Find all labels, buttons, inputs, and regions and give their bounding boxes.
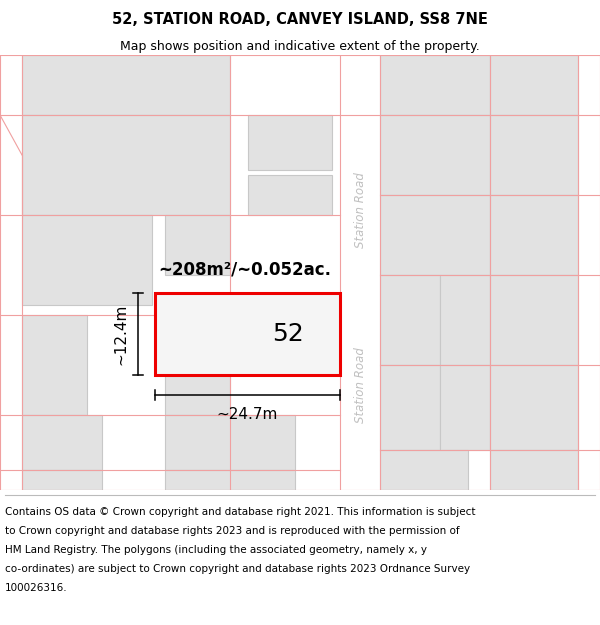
Text: Contains OS data © Crown copyright and database right 2021. This information is : Contains OS data © Crown copyright and d…: [5, 507, 476, 517]
Bar: [490, 275, 578, 365]
Bar: [490, 195, 578, 275]
Bar: [248, 115, 332, 170]
Bar: [380, 275, 440, 365]
Bar: [490, 115, 578, 195]
Bar: [155, 293, 340, 375]
Bar: [440, 365, 490, 450]
Bar: [380, 450, 468, 490]
Text: co-ordinates) are subject to Crown copyright and database rights 2023 Ordnance S: co-ordinates) are subject to Crown copyr…: [5, 564, 470, 574]
Text: to Crown copyright and database rights 2023 and is reproduced with the permissio: to Crown copyright and database rights 2…: [5, 526, 460, 536]
Bar: [380, 115, 490, 195]
Bar: [22, 115, 230, 215]
Bar: [380, 195, 490, 275]
Text: ~208m²/~0.052ac.: ~208m²/~0.052ac.: [158, 261, 331, 279]
Bar: [165, 415, 295, 470]
Bar: [380, 55, 490, 115]
Text: ~12.4m: ~12.4m: [113, 303, 128, 364]
Text: Station Road: Station Road: [353, 172, 367, 248]
Text: ~24.7m: ~24.7m: [217, 407, 278, 422]
Bar: [22, 55, 230, 115]
Bar: [22, 315, 87, 415]
Text: Station Road: Station Road: [353, 347, 367, 423]
Bar: [165, 215, 230, 275]
Bar: [380, 365, 440, 450]
Bar: [165, 375, 230, 415]
Bar: [248, 175, 332, 215]
Text: 100026316.: 100026316.: [5, 583, 68, 593]
Text: Map shows position and indicative extent of the property.: Map shows position and indicative extent…: [120, 39, 480, 52]
Text: HM Land Registry. The polygons (including the associated geometry, namely x, y: HM Land Registry. The polygons (includin…: [5, 545, 427, 555]
Text: 52: 52: [272, 322, 304, 346]
Bar: [165, 470, 295, 490]
Bar: [440, 275, 490, 365]
Bar: [490, 450, 578, 490]
Bar: [22, 470, 102, 490]
Bar: [22, 215, 152, 305]
Bar: [22, 415, 102, 470]
Bar: [490, 55, 578, 115]
Bar: [490, 365, 578, 450]
Text: 52, STATION ROAD, CANVEY ISLAND, SS8 7NE: 52, STATION ROAD, CANVEY ISLAND, SS8 7NE: [112, 12, 488, 27]
